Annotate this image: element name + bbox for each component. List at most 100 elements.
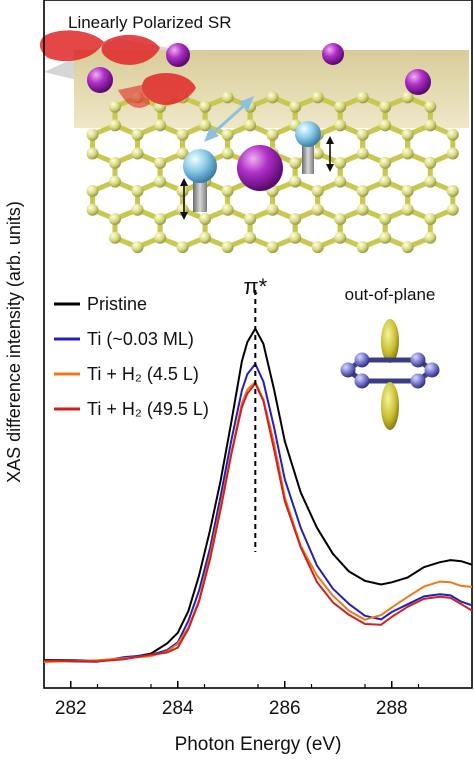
ring-atom <box>410 352 426 368</box>
cyan-atom <box>183 149 217 183</box>
lattice-node <box>221 128 234 141</box>
ring-atom <box>354 352 370 368</box>
purple-atom <box>166 43 190 67</box>
orbital-label: out-of-plane <box>345 285 436 304</box>
legend-label: Ti (~0.03 ML) <box>87 329 194 349</box>
lattice-node <box>379 100 392 113</box>
ring-atom <box>410 373 426 389</box>
lattice-node <box>199 231 212 244</box>
lattice-node <box>401 203 414 216</box>
lattice-node <box>131 241 144 254</box>
lattice-node <box>334 119 347 132</box>
lattice-node <box>109 213 121 225</box>
lattice-node <box>154 119 167 132</box>
lattice-node <box>176 147 189 160</box>
lattice-node <box>266 241 279 254</box>
orbital-illustration: out-of-plane <box>340 285 440 430</box>
lattice-node <box>379 156 392 169</box>
peak-label: π* <box>243 274 267 299</box>
sr-wave <box>39 30 196 108</box>
lattice-node <box>401 147 414 160</box>
lattice-node <box>311 147 324 160</box>
lattice-node <box>176 128 189 141</box>
lattice-node <box>446 203 459 216</box>
cyan-atom <box>295 121 321 147</box>
lattice-node <box>334 175 347 188</box>
lattice-node <box>401 241 414 254</box>
lattice-node <box>86 128 99 141</box>
ring-atom <box>354 373 370 389</box>
series-group <box>43 327 473 663</box>
lattice-node <box>311 91 324 104</box>
orbital-lobe-top <box>381 319 399 363</box>
lattice-node <box>356 147 369 160</box>
legend: Pristine Ti (~0.03 ML) Ti + H₂ (4.5 L) Ti +… <box>54 294 209 419</box>
series-line <box>43 363 473 663</box>
lattice-node <box>334 156 347 169</box>
lattice-node <box>424 119 437 132</box>
lattice-node <box>266 128 279 141</box>
lattice-node <box>311 203 324 216</box>
lattice-node <box>356 91 369 104</box>
lattice-node <box>131 203 144 216</box>
inset-illustration: Linearly Polarized SR <box>39 13 469 254</box>
lattice-node <box>266 91 279 104</box>
purple-atom <box>405 69 431 95</box>
lattice-node <box>379 213 392 225</box>
lattice-node <box>289 213 302 225</box>
lattice-node <box>109 100 121 113</box>
purple-atom <box>322 43 344 65</box>
x-tick-label: 288 <box>376 698 408 719</box>
lattice-node <box>154 231 167 244</box>
lattice-node <box>109 175 121 188</box>
surface-background <box>74 50 469 128</box>
lattice-node <box>289 100 302 113</box>
legend-label: Ti + H₂ (49.5 L) <box>87 399 209 419</box>
lattice-node <box>446 147 459 160</box>
x-axis-label: Photon Energy (eV) <box>175 734 342 755</box>
lattice-node <box>266 203 279 216</box>
x-tick-label: 282 <box>55 698 87 719</box>
lattice-node <box>109 156 121 169</box>
lattice-node <box>131 128 144 141</box>
orbital-lobe-bottom <box>381 382 399 430</box>
lattice-node <box>221 91 234 104</box>
lattice-node <box>289 175 302 188</box>
lattice-node <box>199 213 212 225</box>
purple-atom <box>87 67 113 93</box>
lattice-node <box>311 241 324 254</box>
lattice-node <box>334 231 347 244</box>
lattice-node <box>424 213 437 225</box>
lattice-node <box>379 175 392 188</box>
legend-label: Ti + H₂ (4.5 L) <box>87 364 199 384</box>
purple-atom-large <box>237 145 283 191</box>
lattice-node <box>334 213 347 225</box>
lattice-node <box>401 185 414 197</box>
lattice-node <box>176 241 189 254</box>
lattice-node <box>424 156 437 169</box>
x-tick-label: 286 <box>269 698 301 719</box>
lattice-node <box>356 203 369 216</box>
lattice-node <box>356 128 369 141</box>
y-axis-label: XAS difference intensity (arb. units) <box>4 201 24 483</box>
lattice-node <box>244 119 257 132</box>
lattice-node <box>131 147 144 160</box>
lattice-node <box>446 185 459 197</box>
lattice-node <box>424 100 437 113</box>
lattice-node <box>154 156 167 169</box>
lattice-node <box>199 119 212 132</box>
lattice-node <box>109 231 121 244</box>
lattice-node <box>446 128 459 141</box>
lattice-node <box>221 147 234 160</box>
lattice-node <box>86 147 99 160</box>
series-line <box>43 381 473 663</box>
lattice-node <box>221 241 234 254</box>
lattice-node <box>379 231 392 244</box>
legend-label: Pristine <box>87 294 147 314</box>
lattice-node <box>424 175 437 188</box>
lattice-node <box>131 185 144 197</box>
lattice-node <box>379 119 392 132</box>
bond-pillar <box>302 138 314 174</box>
lattice-node <box>289 231 302 244</box>
